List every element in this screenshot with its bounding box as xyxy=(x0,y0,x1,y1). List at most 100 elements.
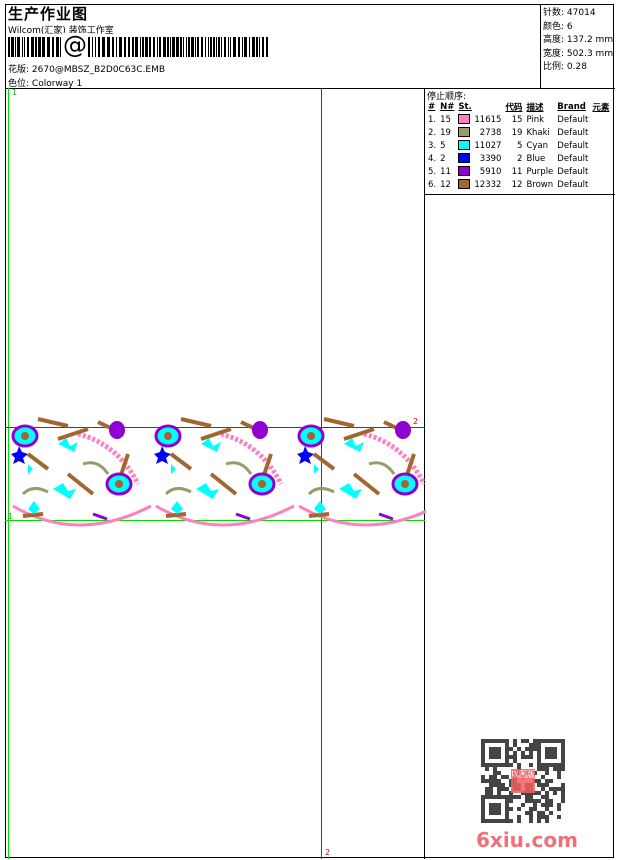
barcode-bar xyxy=(180,37,182,57)
brand: Default xyxy=(557,114,589,125)
qr-module xyxy=(509,747,513,751)
qr-module xyxy=(529,743,533,747)
stitch-count: 11027 xyxy=(474,140,502,151)
qr-module xyxy=(485,791,489,795)
element xyxy=(590,152,611,165)
barcode-bar xyxy=(35,37,37,57)
barcode-bar xyxy=(11,37,14,57)
color-swatch xyxy=(456,152,472,165)
qr-module xyxy=(489,795,493,799)
qr-module xyxy=(529,795,533,799)
design-label: 花版: xyxy=(8,65,30,75)
qr-module xyxy=(529,751,533,755)
qr-module xyxy=(489,807,493,811)
qr-module xyxy=(541,783,545,787)
barcode-bar xyxy=(8,37,10,57)
flower-center xyxy=(307,432,315,440)
table-divider xyxy=(424,194,615,195)
khaki-stem xyxy=(21,461,110,496)
flower-center xyxy=(258,480,266,488)
barcode-bar xyxy=(224,37,226,57)
info-label: 比例: xyxy=(543,62,565,72)
info-value: 137.2 mm xyxy=(566,35,614,45)
qr-module xyxy=(513,739,517,743)
barcode-bar xyxy=(213,37,215,57)
qr-module xyxy=(493,775,497,779)
barcode-bar xyxy=(191,37,194,57)
info-value: 0.28 xyxy=(566,62,587,72)
qr-module xyxy=(485,787,489,791)
info-label: 高度: xyxy=(543,35,565,45)
qr-module xyxy=(497,819,501,823)
qr-module xyxy=(521,791,525,795)
info-row: 比例: 0.28 xyxy=(543,59,587,72)
qr-module xyxy=(481,807,485,811)
qr-module xyxy=(561,751,565,755)
barcode-bar xyxy=(42,37,45,57)
qr-module xyxy=(553,791,557,795)
qr-module xyxy=(537,763,541,767)
qr-module xyxy=(545,803,549,807)
qr-module xyxy=(545,755,549,759)
qr-module xyxy=(557,775,561,779)
qr-module xyxy=(557,771,561,775)
color-description: Brown xyxy=(526,179,554,190)
stitch-count: 12332 xyxy=(474,179,502,190)
qr-module xyxy=(509,807,513,811)
design-value: 2670@MBSZ_B2D0C63C.EMB xyxy=(31,65,166,75)
barcode-bar xyxy=(188,37,190,57)
qr-module xyxy=(521,755,525,759)
qr-module xyxy=(525,795,529,799)
qr-module xyxy=(501,795,505,799)
qr-module xyxy=(561,787,565,791)
qr-module xyxy=(481,759,485,763)
qr-module xyxy=(545,739,549,743)
color-description: Blue xyxy=(526,153,546,164)
color-swatch xyxy=(456,126,472,139)
qr-module xyxy=(509,795,513,799)
barcode-bar xyxy=(218,37,220,57)
barcode-bar xyxy=(201,37,203,57)
color-swatch xyxy=(456,139,472,152)
qr-module xyxy=(497,811,501,815)
info-value: 6 xyxy=(566,21,573,32)
page-title: 生产作业图 xyxy=(8,5,89,23)
table-row: 4. 2 3390 2 Blue Default xyxy=(426,152,611,165)
qr-module xyxy=(517,747,521,751)
pink-leaf xyxy=(220,431,284,486)
brand: Default xyxy=(557,153,589,164)
green-marker-label: 1 xyxy=(8,512,14,521)
qr-module xyxy=(517,815,521,819)
qr-module xyxy=(561,767,565,771)
info-divider xyxy=(540,4,541,88)
barcode-bar xyxy=(102,37,105,57)
barcode-bar xyxy=(142,37,144,57)
barcode-bar xyxy=(183,37,184,57)
qr-module xyxy=(533,747,537,751)
barcode-bar xyxy=(262,37,264,57)
barcode-bar xyxy=(266,37,268,57)
qr-module xyxy=(561,799,565,803)
stitch-count: 3390 xyxy=(479,153,502,164)
qr-module xyxy=(505,803,509,807)
purple-accent xyxy=(235,512,251,521)
qr-module xyxy=(485,795,489,799)
qr-module xyxy=(501,783,505,787)
embroidery-design-preview xyxy=(11,417,426,527)
red-vertical-guide xyxy=(321,88,322,859)
info-row: 高度: 137.2 mm xyxy=(543,32,613,45)
barcode-bar xyxy=(197,37,199,57)
khaki-stem xyxy=(307,461,396,496)
qr-module xyxy=(509,819,513,823)
qr-module xyxy=(545,747,549,751)
qr-module xyxy=(553,787,557,791)
watermark-logo: 6xiu.com xyxy=(476,828,578,852)
qr-module xyxy=(541,795,545,799)
qr-module xyxy=(561,759,565,763)
qr-module xyxy=(505,747,509,751)
red-horizontal-guide xyxy=(5,427,425,428)
qr-module xyxy=(505,775,509,779)
barcode-bar xyxy=(170,37,171,57)
qr-module xyxy=(557,763,561,767)
table-row: 3. 5 11027 5 Cyan Default xyxy=(426,139,611,152)
